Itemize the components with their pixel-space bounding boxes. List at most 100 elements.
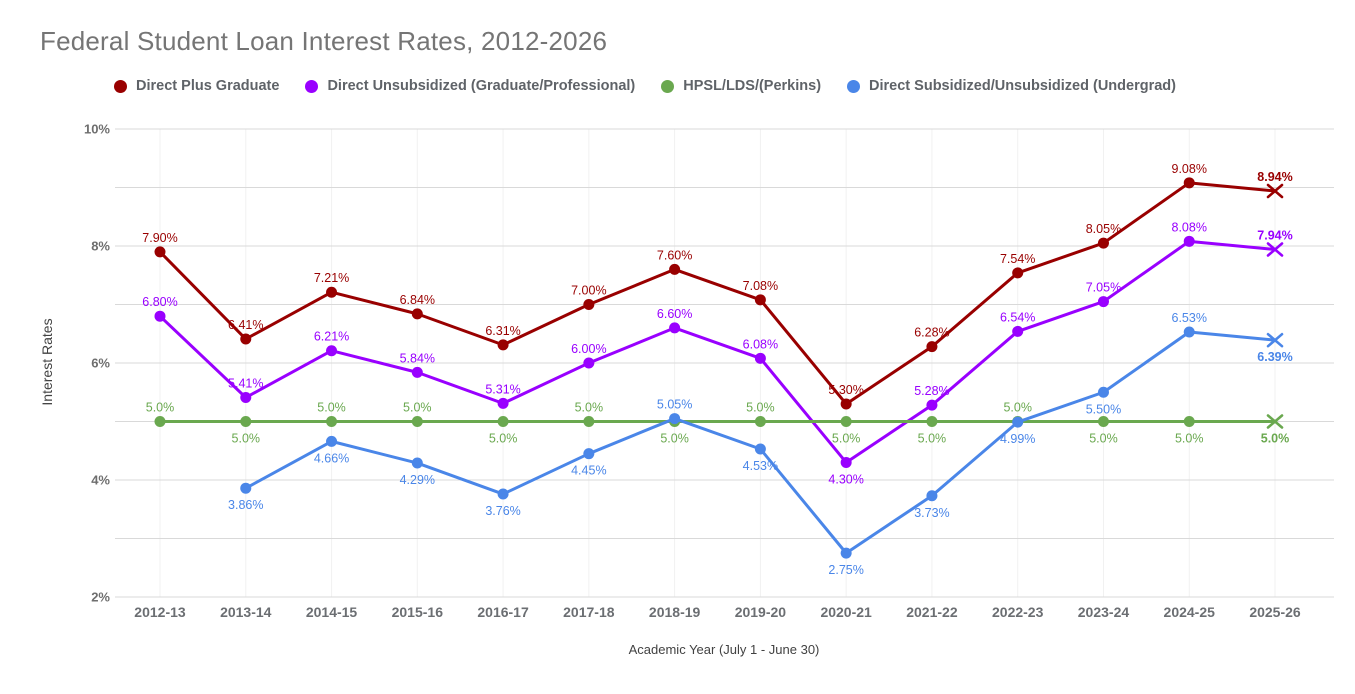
data-label: 6.41% xyxy=(228,318,263,332)
data-point xyxy=(411,457,423,469)
data-point xyxy=(497,488,509,500)
data-label: 3.76% xyxy=(485,504,520,518)
data-label: 4.99% xyxy=(1000,432,1035,446)
x-tick-label: 2018-19 xyxy=(649,604,701,620)
data-label: 7.90% xyxy=(142,231,177,245)
data-label: 6.84% xyxy=(400,293,435,307)
y-tick-label: 8% xyxy=(91,239,110,254)
data-label: 7.08% xyxy=(743,279,778,293)
data-label: 7.00% xyxy=(571,284,606,298)
data-label: 6.53% xyxy=(1172,311,1207,325)
data-point xyxy=(326,416,338,427)
data-point xyxy=(154,310,166,322)
data-label: 8.94% xyxy=(1257,170,1292,184)
data-point xyxy=(1012,267,1024,279)
legend-item[interactable]: Direct Subsidized/Unsubsidized (Undergra… xyxy=(847,78,1176,94)
data-point xyxy=(840,547,852,559)
data-point xyxy=(497,397,509,409)
x-axis-title: Academic Year (July 1 - June 30) xyxy=(628,642,820,657)
data-point xyxy=(583,357,595,369)
data-label: 5.0% xyxy=(746,401,775,415)
data-point xyxy=(926,399,938,411)
data-label: 5.0% xyxy=(1003,401,1032,415)
data-point xyxy=(240,416,252,427)
data-label: 6.00% xyxy=(571,342,606,356)
data-point-x-marker xyxy=(1266,242,1284,257)
data-point xyxy=(583,299,595,310)
legend-item[interactable]: Direct Unsubsidized (Graduate/Profession… xyxy=(305,78,635,94)
legend-item[interactable]: Direct Plus Graduate xyxy=(114,78,279,94)
legend-label: Direct Plus Graduate xyxy=(136,78,280,94)
data-point xyxy=(669,322,681,334)
data-label: 6.08% xyxy=(743,337,778,351)
data-point xyxy=(326,345,338,357)
data-point xyxy=(669,413,681,425)
data-point xyxy=(754,416,766,427)
data-label: 6.54% xyxy=(1000,310,1035,324)
data-label: 5.0% xyxy=(1089,432,1118,446)
data-point xyxy=(1183,177,1195,189)
data-point xyxy=(1012,325,1024,337)
legend-label: Direct Unsubsidized (Graduate/Profession… xyxy=(327,78,636,94)
data-point xyxy=(326,286,338,298)
data-label: 5.30% xyxy=(828,383,863,397)
data-point xyxy=(754,352,766,364)
data-label: 4.30% xyxy=(828,472,863,486)
data-point xyxy=(326,435,338,447)
x-tick-label: 2013-14 xyxy=(220,604,272,620)
data-label: 6.21% xyxy=(314,330,349,344)
x-tick-label: 2025-26 xyxy=(1249,604,1301,620)
data-point xyxy=(754,443,766,455)
x-tick-label: 2015-16 xyxy=(392,604,444,620)
x-tick-label: 2017-18 xyxy=(563,604,615,620)
chart-title: Federal Student Loan Interest Rates, 201… xyxy=(40,26,608,56)
data-point xyxy=(240,392,252,404)
legend-dot-icon xyxy=(847,79,861,93)
data-point xyxy=(840,398,852,410)
data-point xyxy=(1012,416,1024,428)
legend-item[interactable]: HPSL/LDS/(Perkins) xyxy=(661,78,821,94)
y-tick-label: 10% xyxy=(84,122,110,137)
data-label: 5.0% xyxy=(232,432,261,446)
data-label: 6.60% xyxy=(657,307,692,321)
data-label: 4.66% xyxy=(314,451,349,465)
data-label: 5.31% xyxy=(485,382,520,396)
data-label: 5.0% xyxy=(489,432,518,446)
data-label: 7.05% xyxy=(1086,281,1121,295)
x-tick-label: 2023-24 xyxy=(1078,604,1130,620)
legend-label: HPSL/LDS/(Perkins) xyxy=(683,78,822,94)
x-tick-label: 2016-17 xyxy=(477,604,529,620)
data-label: 4.29% xyxy=(400,473,435,487)
data-point xyxy=(583,416,595,427)
data-point xyxy=(240,482,252,494)
data-point xyxy=(926,341,938,353)
legend: Direct Plus Graduate Direct Unsubsidized … xyxy=(0,78,1290,94)
x-tick-label: 2022-23 xyxy=(992,604,1044,620)
data-point xyxy=(1183,416,1195,427)
data-point xyxy=(840,456,852,468)
legend-dot-icon xyxy=(305,79,319,93)
data-label: 7.60% xyxy=(657,248,692,262)
data-label: 5.0% xyxy=(918,432,947,446)
data-point xyxy=(1183,235,1195,247)
x-tick-label: 2014-15 xyxy=(306,604,358,620)
data-point xyxy=(154,246,166,258)
data-label: 3.86% xyxy=(228,498,263,512)
data-label: 5.0% xyxy=(317,401,346,415)
data-point xyxy=(669,263,681,275)
data-point xyxy=(411,416,423,427)
data-point xyxy=(497,339,509,351)
data-label: 8.08% xyxy=(1172,220,1207,234)
x-tick-label: 2020-21 xyxy=(820,604,872,620)
x-tick-label: 2012-13 xyxy=(134,604,186,620)
data-point xyxy=(240,333,252,345)
data-label: 4.53% xyxy=(743,459,778,473)
y-tick-label: 6% xyxy=(91,356,110,371)
data-point xyxy=(1097,296,1109,308)
data-label: 9.08% xyxy=(1172,162,1207,176)
data-point-x-marker xyxy=(1266,332,1284,348)
data-label: 6.39% xyxy=(1257,350,1292,364)
data-point xyxy=(1097,386,1109,398)
